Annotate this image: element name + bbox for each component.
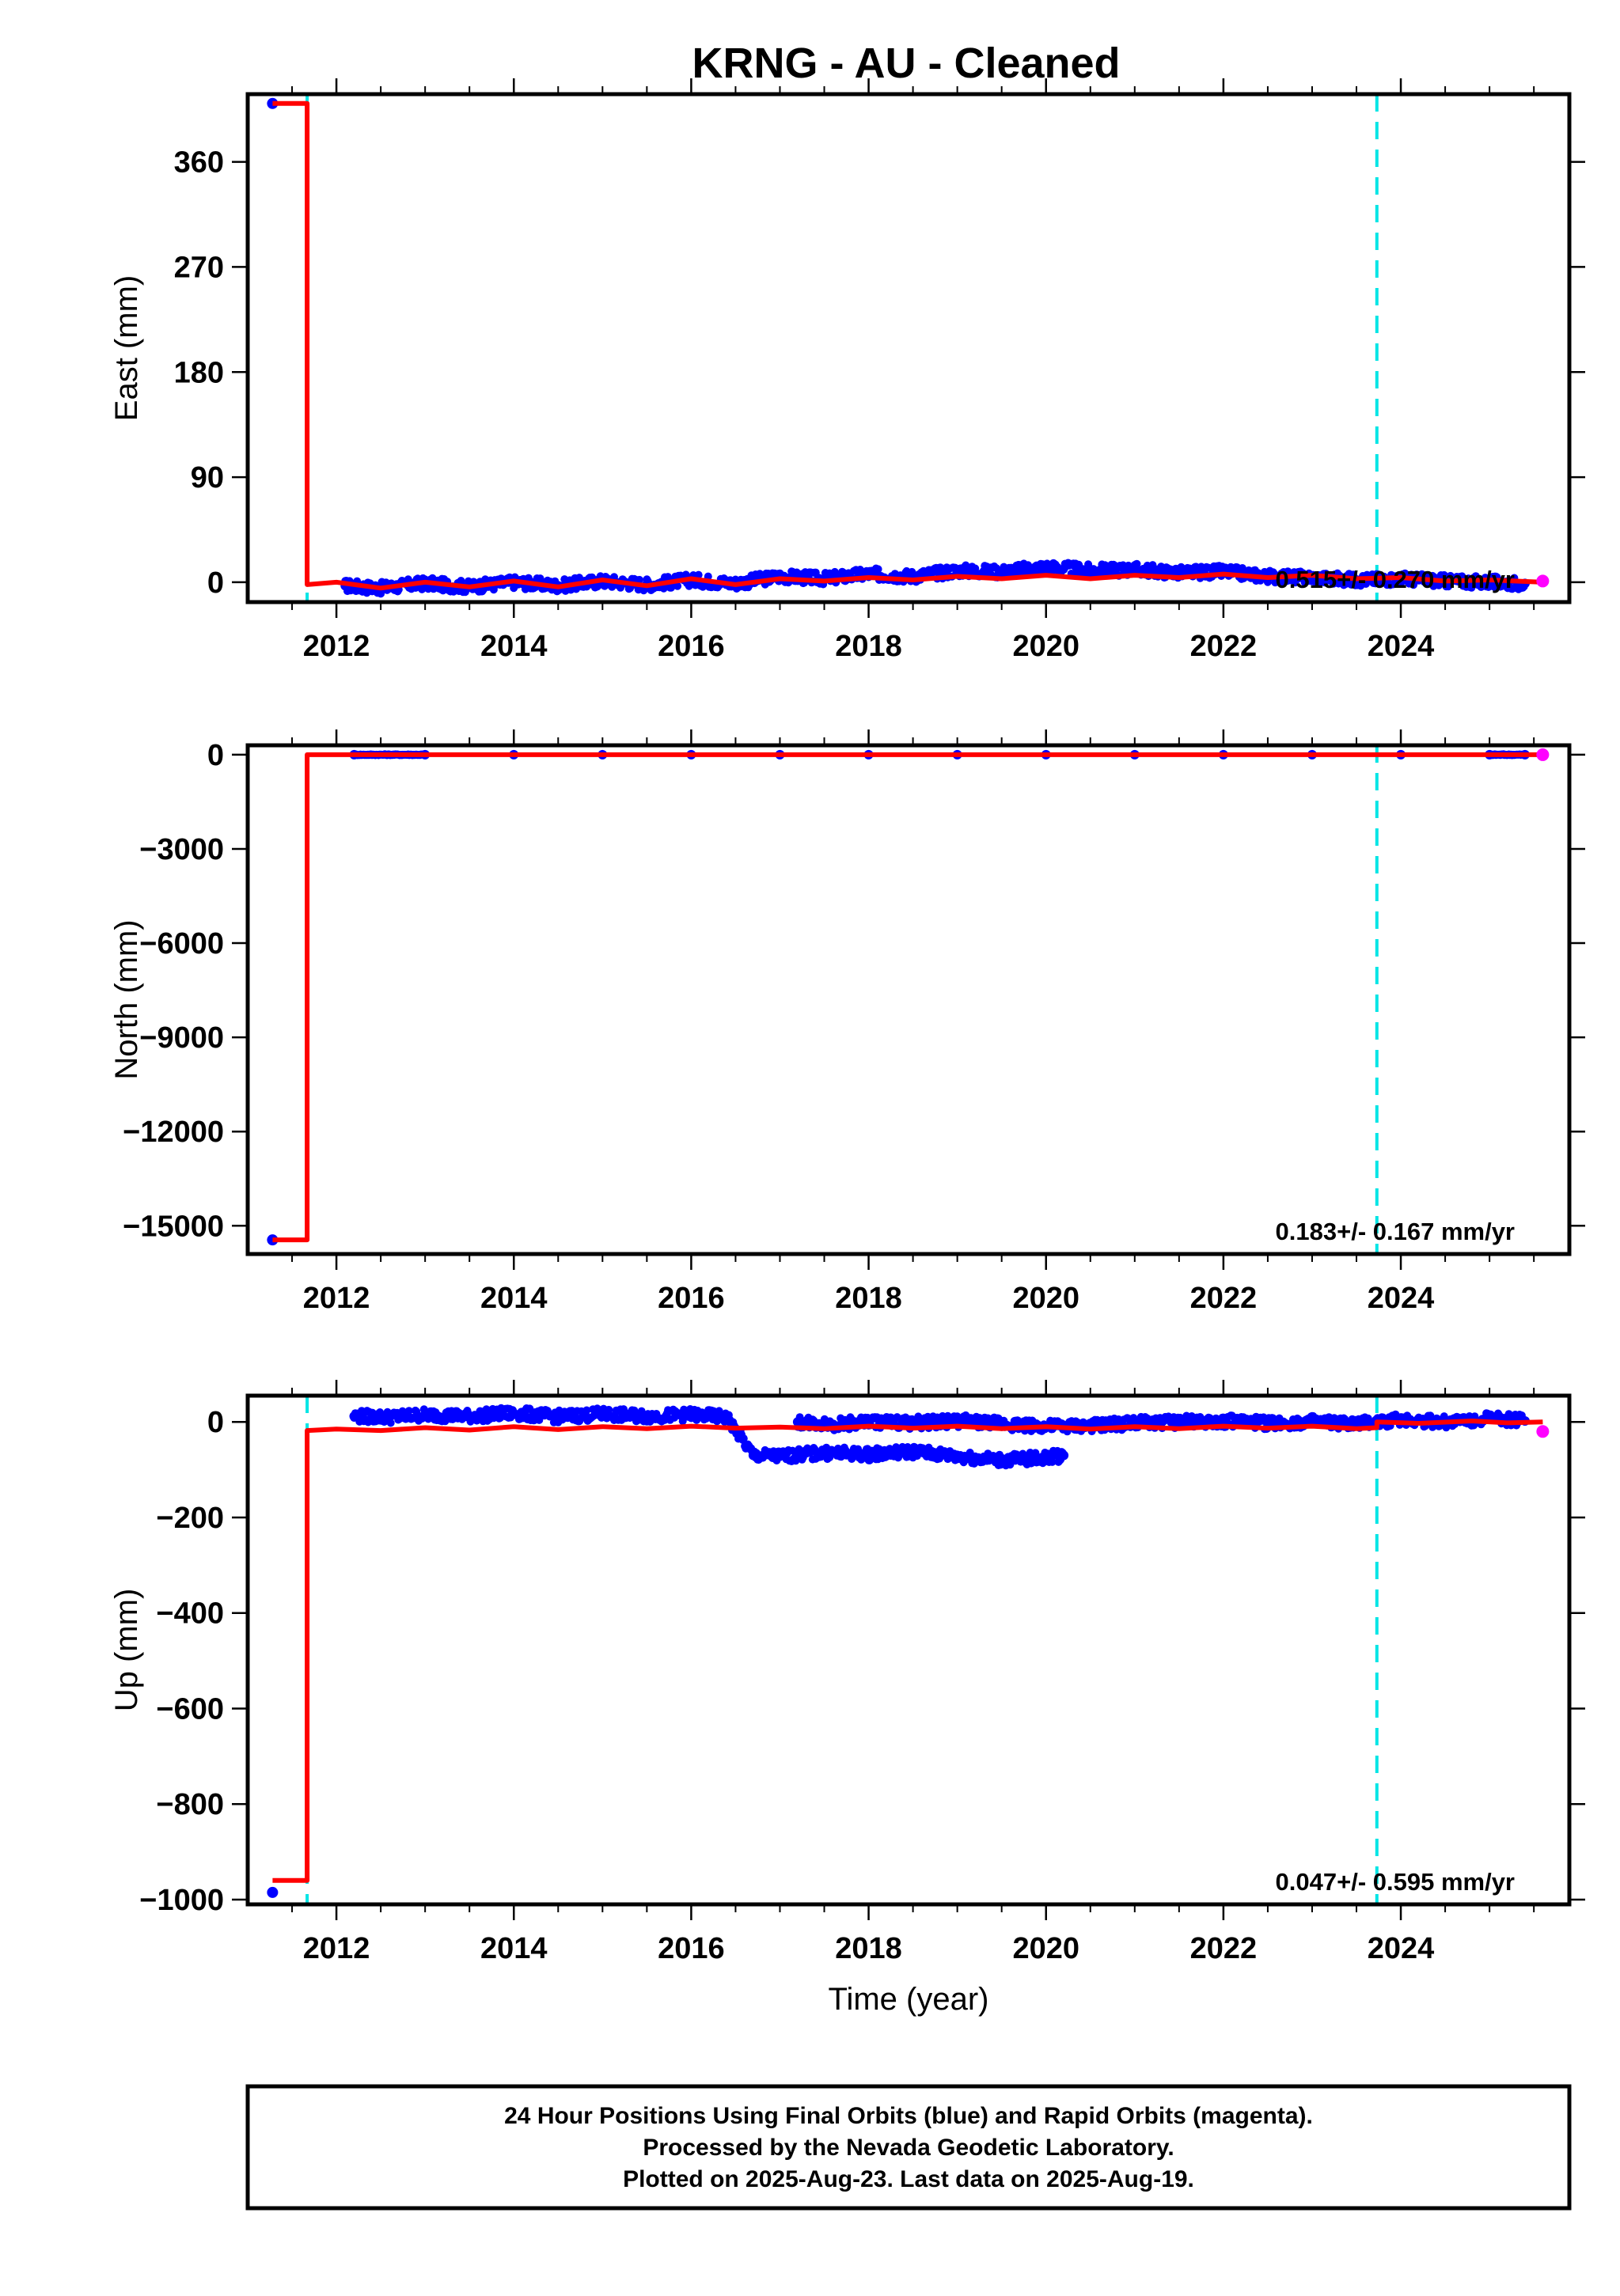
x-tick-label: 2012 [303,1932,370,1965]
x-tick-label: 2022 [1190,1932,1258,1965]
y-tick-label: 0 [207,566,224,600]
x-tick-label: 2016 [658,1282,725,1315]
footer-box: 24 Hour Positions Using Final Orbits (bl… [245,2084,1572,2211]
y-tick-label: −6000 [139,927,224,960]
final-orbit-point [775,1451,785,1461]
final-orbit-point [722,1412,732,1423]
final-orbit-point [996,1419,1007,1429]
final-orbit-point [420,1410,431,1420]
north-panel: 2012 2014 2016 2018 2020 2022 2024 0 −3000 −6000 −… [109,729,1585,1315]
x-tick-label: 2014 [480,1932,548,1965]
final-orbit-point [819,1448,829,1458]
y-tick-label: −400 [156,1597,224,1631]
x-tick-label: 2020 [1012,1282,1079,1315]
final-orbit-point [908,1446,918,1457]
rate-label: 0.515+/- 0.270 mm/yr [1276,566,1515,593]
y-tick-label: 360 [174,146,224,180]
final-orbit-point [349,1411,359,1421]
x-tick-label: 2020 [1012,630,1079,663]
x-tick-label: 2018 [835,630,902,663]
plot-frame [245,743,1572,1256]
y-tick-label: 270 [174,251,224,284]
outlier-point [267,1234,279,1246]
x-tick-label: 2016 [658,1932,725,1965]
footer-line-3: Plotted on 2025-Aug-23. Last data on 202… [623,2166,1194,2192]
x-tick-label: 2024 [1368,1932,1435,1965]
up-panel: 2012 2014 2016 2018 2020 2022 2024 0 −200 −400 −60… [109,1380,1585,2017]
y-axis-label: Up (mm) [109,1589,144,1712]
y-tick-label: −15000 [123,1210,224,1243]
final-orbit-point [1041,562,1051,572]
final-orbit-point [1085,566,1095,576]
outlier-point [267,97,279,109]
x-tick-label: 2018 [835,1282,902,1315]
chart-title: KRNG - AU - Cleaned [692,40,1120,87]
final-orbit-point [1041,1453,1051,1463]
final-orbit-point [465,1411,475,1421]
x-tick-label: 2012 [303,630,370,663]
final-orbit-point [553,1411,563,1422]
footer-line-2: Processed by the Nevada Geodetic Laborat… [643,2135,1174,2161]
final-orbit-scatter [350,1404,1528,1470]
y-tick-label: −3000 [139,833,224,866]
y-tick-label: −200 [156,1502,224,1535]
final-orbit-point [863,1449,874,1460]
final-orbit-point [1129,564,1140,574]
final-orbit-point [686,1410,696,1420]
x-tick-label: 2024 [1368,630,1435,663]
rate-label: 0.183+/- 0.167 mm/yr [1276,1218,1515,1245]
x-tick-label: 2014 [480,1282,548,1315]
east-panel: 2012 2014 2016 2018 2020 2022 2024 0 90 180 270 360… [109,78,1585,663]
rapid-orbit-point [1536,748,1550,761]
final-orbit-point [1218,1415,1228,1426]
x-tick-label: 2012 [303,1282,370,1315]
final-orbit-point [908,1418,918,1428]
x-tick-label: 2018 [835,1932,902,1965]
y-tick-label: −800 [156,1788,224,1821]
y-tick-label: 90 [191,461,224,494]
y-axis-label: East (mm) [109,275,144,421]
x-tick-label: 2024 [1368,1282,1435,1315]
model-line [272,752,1543,1243]
rapid-orbit-point [1536,1425,1550,1438]
plot-frame [245,92,1572,604]
final-orbit-point [598,1409,608,1419]
final-orbit-point [385,1412,395,1423]
y-axis-label: North (mm) [109,919,144,1079]
x-tick-label: 2022 [1190,630,1258,663]
y-tick-label: 180 [174,356,224,389]
y-tick-label: −1000 [139,1884,224,1917]
x-tick-label: 2020 [1012,1932,1079,1965]
model-line [272,100,1543,591]
y-tick-label: 0 [207,1406,224,1439]
x-tick-label: 2022 [1190,1282,1258,1315]
final-orbit-point [952,566,962,576]
final-orbit-point [996,1455,1007,1465]
y-tick-label: −9000 [139,1021,224,1055]
outlier-point [267,1886,279,1898]
final-orbit-point [792,1417,802,1427]
model-line [272,1419,1543,1883]
y-tick-label: −12000 [123,1116,224,1149]
final-orbit-point [952,1451,962,1461]
y-tick-label: −600 [156,1692,224,1726]
rate-label: 0.047+/- 0.595 mm/yr [1276,1868,1515,1896]
final-orbit-point [1059,1450,1069,1461]
final-orbit-point [952,1415,962,1426]
final-orbit-point [1174,1417,1184,1427]
y-tick-label: 0 [207,739,224,772]
x-tick-label: 2016 [658,630,725,663]
final-orbit-point [996,566,1007,577]
x-tick-label: 2014 [480,630,548,663]
plot-frame [245,1393,1572,1907]
footer-line-1: 24 Hour Positions Using Final Orbits (bl… [504,2103,1313,2129]
final-orbit-point [509,1408,519,1419]
x-axis-label: Time (year) [829,1982,989,2017]
final-orbit-point [748,1450,758,1461]
final-orbit-point [642,1411,652,1421]
rapid-orbit-point [1536,574,1550,588]
